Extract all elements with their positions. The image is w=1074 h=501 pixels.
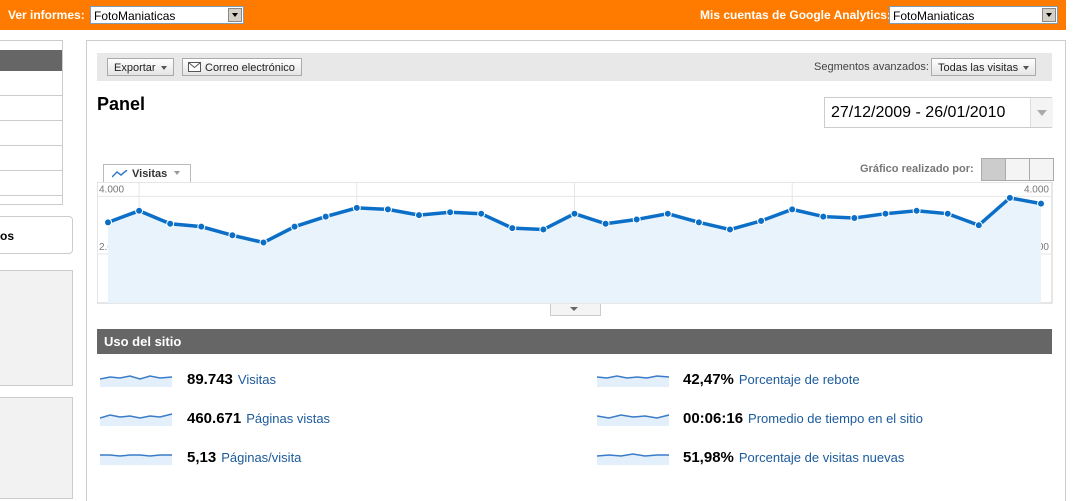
point bbox=[135, 206, 144, 215]
accounts-select[interactable]: FotoManiaticas bbox=[889, 6, 1058, 24]
toolbar: Exportar Correo electrónico Segmentos av… bbox=[97, 53, 1052, 81]
button-text: Todas las visitas bbox=[938, 62, 1019, 74]
metric-value: 42,47% bbox=[683, 371, 734, 388]
metric-value: 5,13 bbox=[187, 449, 217, 466]
area bbox=[108, 197, 1041, 303]
sparkline bbox=[597, 453, 669, 465]
sidebar-panel bbox=[0, 397, 73, 499]
report-label: Ver informes: bbox=[8, 8, 85, 22]
point bbox=[757, 216, 766, 225]
point bbox=[104, 218, 112, 227]
point bbox=[259, 238, 268, 247]
metric-value: 89.743 bbox=[187, 371, 233, 388]
date-range-text: 27/12/2009 - 26/01/2010 bbox=[831, 104, 1006, 121]
sparkline bbox=[100, 454, 172, 465]
point bbox=[850, 214, 859, 223]
export-button[interactable]: Exportar bbox=[107, 58, 174, 76]
metric-link[interactable]: Páginas vistas bbox=[246, 411, 331, 426]
sidebar-panel bbox=[0, 270, 73, 386]
tab-icon bbox=[112, 170, 128, 178]
point bbox=[570, 209, 579, 218]
point bbox=[943, 209, 952, 218]
point bbox=[166, 219, 175, 228]
email-button[interactable]: Correo electrónico bbox=[182, 58, 302, 76]
point bbox=[788, 205, 797, 214]
point bbox=[508, 224, 517, 233]
point bbox=[663, 209, 672, 218]
point bbox=[446, 208, 455, 217]
segments-label: Segmentos avanzados: bbox=[814, 61, 929, 73]
sparkline bbox=[100, 413, 173, 426]
point bbox=[819, 212, 828, 221]
section-title: Uso del sitio bbox=[97, 329, 1052, 354]
point bbox=[383, 205, 392, 214]
sparkline bbox=[597, 414, 670, 426]
point bbox=[726, 225, 734, 234]
chart-view-buttons bbox=[981, 158, 1054, 181]
point bbox=[881, 209, 890, 218]
view-button[interactable] bbox=[1030, 159, 1053, 180]
metric-link[interactable]: Porcentaje de rebote bbox=[738, 372, 860, 387]
point bbox=[601, 219, 610, 228]
point bbox=[694, 218, 703, 227]
button-text: Correo electrónico bbox=[205, 62, 295, 74]
point bbox=[974, 221, 983, 230]
page-title: Panel bbox=[97, 94, 146, 114]
point bbox=[632, 215, 641, 224]
chart-by-label: Gráfico realizado por: bbox=[860, 163, 974, 175]
chart-tab[interactable]: Visitas bbox=[103, 164, 191, 183]
metric-link[interactable]: Páginas/visita bbox=[221, 450, 302, 465]
accounts-label: Mis cuentas de Google Analytics: bbox=[700, 8, 891, 22]
point bbox=[290, 222, 299, 231]
y-tick-label: 4.000 bbox=[1024, 184, 1049, 195]
main-panel bbox=[86, 40, 1066, 501]
point bbox=[352, 203, 361, 212]
view-button[interactable] bbox=[982, 159, 1006, 180]
view-button[interactable] bbox=[1006, 159, 1030, 180]
point bbox=[477, 209, 486, 218]
metric-value: 460.671 bbox=[187, 410, 242, 427]
sidebar-box bbox=[0, 40, 63, 205]
point bbox=[197, 222, 206, 231]
metric-link[interactable]: Porcentaje de visitas nuevas bbox=[738, 450, 905, 465]
sparkline bbox=[597, 375, 670, 387]
button-text: Exportar bbox=[114, 62, 156, 74]
segments-select[interactable]: Todas las visitas bbox=[931, 58, 1037, 76]
chart-expand[interactable] bbox=[550, 304, 601, 316]
select-text: FotoManiaticas bbox=[893, 9, 975, 23]
sparkline bbox=[100, 375, 173, 387]
top-bar: Ver informes: FotoManiaticas Mis cuentas… bbox=[0, 0, 1074, 30]
point bbox=[415, 211, 423, 220]
point bbox=[1037, 199, 1045, 208]
select-text: FotoManiaticas bbox=[94, 9, 176, 23]
sidebar-item[interactable]: os bbox=[0, 216, 73, 254]
date-dropdown[interactable] bbox=[1030, 98, 1053, 127]
date-range[interactable]: 27/12/2009 - 26/01/2010 bbox=[824, 97, 1053, 128]
tab-text: Visitas bbox=[132, 168, 168, 180]
point bbox=[912, 206, 921, 215]
metric-value: 51,98% bbox=[683, 449, 734, 466]
metric-link[interactable]: Promedio de tiempo en el sitio bbox=[748, 411, 923, 426]
sidebar-header bbox=[0, 50, 62, 71]
metric-value: 00:06:16 bbox=[683, 410, 744, 427]
point bbox=[228, 231, 237, 240]
point bbox=[321, 212, 330, 221]
mail-icon bbox=[188, 62, 201, 72]
report-select[interactable]: FotoManiaticas bbox=[90, 6, 244, 24]
sidebar-item-text: os bbox=[0, 229, 15, 243]
point bbox=[1005, 193, 1014, 202]
y-tick-label: 4.000 bbox=[99, 184, 124, 195]
metric-link[interactable]: Visitas bbox=[237, 372, 276, 387]
point bbox=[539, 225, 548, 234]
